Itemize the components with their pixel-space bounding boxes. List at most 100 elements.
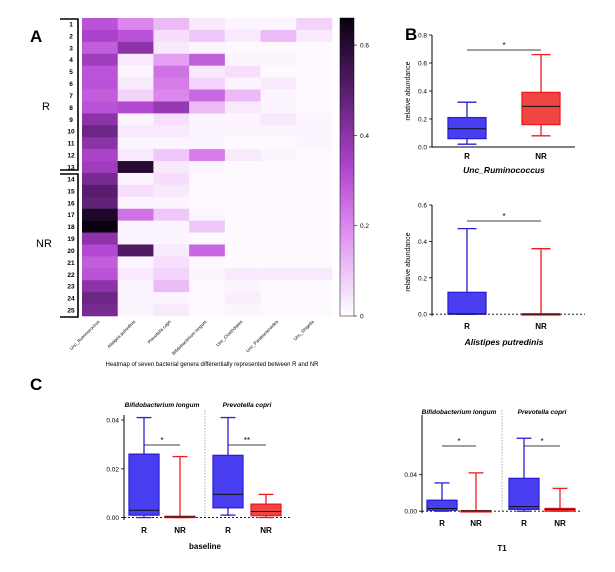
heatmap-cell <box>153 256 190 269</box>
significance-mark: * <box>457 437 460 446</box>
significance-mark: * <box>160 436 163 445</box>
x-axis-label: baseline <box>189 542 222 551</box>
heatmap-row-label: 12 <box>67 153 75 160</box>
heatmap-cell <box>296 268 333 281</box>
y-tick-label: 0.8 <box>418 33 427 40</box>
heatmap-cell <box>82 29 119 43</box>
heatmap-cell <box>224 196 261 210</box>
box-nr <box>250 503 282 517</box>
y-tick-label: 0.4 <box>418 89 427 96</box>
heatmap-row-label: 8 <box>69 105 73 112</box>
heatmap-cell <box>224 77 261 90</box>
heatmap-row-label: 19 <box>67 236 75 243</box>
group-title: Prevotella copri <box>223 402 272 409</box>
y-tick-label: 0.2 <box>418 117 427 124</box>
heatmap-row-label: 17 <box>67 212 75 219</box>
heatmap-row-labels: 1234567891011121314151617181920212223242… <box>67 21 75 314</box>
heatmap-cell <box>260 161 297 174</box>
heatmap-cell <box>189 184 226 198</box>
heatmap-cell <box>224 280 261 293</box>
heatmap-row-label: 6 <box>69 81 73 88</box>
heatmap-row-label: 7 <box>69 93 73 100</box>
heatmap-cell <box>260 65 297 78</box>
heatmap-cell <box>224 256 261 269</box>
heatmap-column-labels: Unc_Ruminococcus Alistipes putredinis Prev… <box>69 319 315 356</box>
heatmap-cell <box>117 220 154 233</box>
heatmap-cell <box>117 149 154 162</box>
heatmap-cell <box>82 196 119 210</box>
heatmap-cell <box>153 101 190 114</box>
heatmap-cell <box>189 280 226 293</box>
heatmap-cell <box>153 65 190 78</box>
heatmap-cell <box>260 149 297 162</box>
heatmap-cell <box>82 161 119 174</box>
category-label: NR <box>535 152 547 161</box>
boxplot-alistipes-putredinis: 0.0 0.2 0.4 0.6 relative abundance R NR * Alisti… <box>405 203 585 347</box>
heatmap-cell <box>153 220 190 233</box>
heatmap-cell <box>153 89 190 102</box>
heatmap-cell <box>224 172 261 186</box>
colorbar-tick-label: 0 <box>360 314 364 321</box>
heatmap-cell <box>153 184 190 198</box>
box-r <box>508 477 540 511</box>
heatmap-row-label: 15 <box>67 188 75 195</box>
heatmap-cell <box>260 41 297 55</box>
heatmap-cell <box>153 292 190 305</box>
significance-mark: ** <box>244 436 250 445</box>
heatmap-cell <box>82 268 119 281</box>
y-tick-label: 0.0 <box>418 312 427 319</box>
heatmap-cell <box>82 65 119 78</box>
heatmap-cell <box>189 18 226 31</box>
heatmap-cell <box>117 256 154 269</box>
heatmap-cell <box>224 53 261 66</box>
heatmap-cell <box>153 113 190 126</box>
heatmap-cell <box>296 196 333 210</box>
heatmap-cell <box>117 89 154 102</box>
heatmap-cell <box>224 125 261 138</box>
heatmap-cell <box>260 101 297 114</box>
heatmap-cell <box>82 125 119 138</box>
y-tick-label: 0.04 <box>106 418 119 425</box>
group-title: Bifidobacterium longum <box>422 409 497 416</box>
heatmap-cell <box>224 137 261 150</box>
heatmap-cell <box>296 304 333 317</box>
heatmap-cell <box>260 89 297 102</box>
panel-letter-a: A <box>30 27 42 46</box>
heatmap-cell <box>189 101 226 114</box>
heatmap-column-label: Prevotella copri <box>147 319 172 344</box>
heatmap-cell <box>117 172 154 186</box>
heatmap-cell <box>117 161 154 174</box>
heatmap-cell <box>117 41 154 55</box>
heatmap-cell <box>260 208 297 221</box>
category-label: R <box>464 322 470 331</box>
heatmap-cell <box>153 41 190 55</box>
heatmap-cell <box>82 18 119 31</box>
heatmap-cell <box>82 89 119 102</box>
boxplot-title: Unc_Ruminococcus <box>463 165 545 175</box>
heatmap-cell <box>82 53 119 66</box>
heatmap-cell <box>82 101 119 114</box>
heatmap-cell <box>117 268 154 281</box>
heatmap-cell <box>117 280 154 293</box>
heatmap-row-label: 24 <box>67 296 75 303</box>
heatmap-cell <box>260 184 297 198</box>
heatmap-cell <box>189 89 226 102</box>
y-tick-label: 0.6 <box>418 203 427 210</box>
heatmap-cell <box>260 137 297 150</box>
heatmap-cell <box>153 172 190 186</box>
y-tick-label: 0.2 <box>418 275 427 282</box>
heatmap-cell <box>189 244 226 257</box>
heatmap-panel: 1234567891011121314151617181920212223242… <box>36 17 369 368</box>
heatmap-column-label: Unc_Parabacteroides <box>245 319 280 354</box>
heatmap-cell <box>82 232 119 245</box>
heatmap-row-label: 25 <box>67 308 75 315</box>
box-r <box>212 454 244 509</box>
heatmap-cell <box>224 89 261 102</box>
heatmap-cell <box>117 137 154 150</box>
heatmap-cell <box>224 161 261 174</box>
heatmap-cell <box>189 113 226 126</box>
significance-mark: * <box>502 212 505 221</box>
heatmap-cell <box>260 256 297 269</box>
heatmap-title: Heatmap of seven bacterial genera differ… <box>105 362 319 368</box>
heatmap-cell <box>296 172 333 186</box>
